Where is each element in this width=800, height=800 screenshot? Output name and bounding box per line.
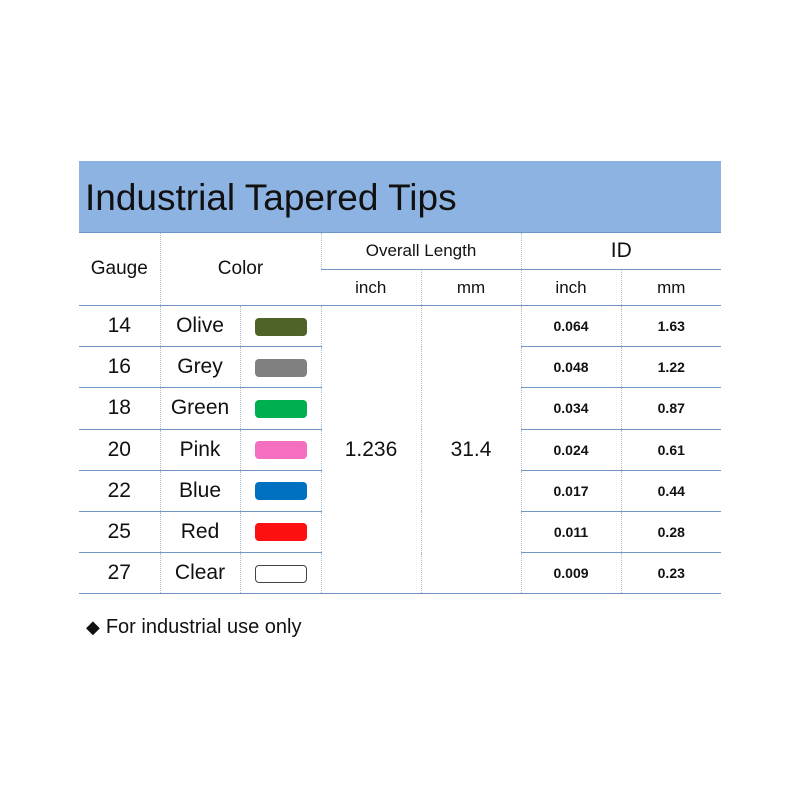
gauge-cell: 18 <box>79 387 160 430</box>
id-inch-cell: 0.024 <box>520 429 622 471</box>
color-swatch <box>254 441 307 460</box>
color-swatch <box>254 523 307 542</box>
color-name-cell: Pink <box>159 429 240 471</box>
color-name-cell: Grey <box>159 346 240 389</box>
color-swatch <box>254 317 307 336</box>
color-name-cell: Olive <box>159 305 240 348</box>
id-inch-cell: 0.011 <box>520 511 622 554</box>
id-mm-cell: 0.87 <box>620 387 722 430</box>
color-name-cell: Green <box>159 387 240 430</box>
page-title: Industrial Tapered Tips <box>79 161 721 233</box>
color-name-cell: Clear <box>159 552 240 595</box>
gauge-cell: 22 <box>79 470 160 512</box>
gauge-cell: 27 <box>79 552 160 595</box>
overall-length-inch-cell: 1.236 <box>320 305 421 595</box>
header-id: ID <box>520 233 722 270</box>
color-swatch <box>254 482 307 501</box>
table-row: 14 Olive 1.236 31.4 0.064 1.63 <box>79 305 722 595</box>
gauge-cell: 16 <box>79 346 160 389</box>
color-swatch-cell <box>239 429 321 471</box>
color-name-cell: Blue <box>159 470 240 512</box>
tips-table: Gauge Color Overall Length ID inch mm in… <box>79 233 722 595</box>
gauge-cell: 20 <box>79 429 160 471</box>
table-row: 22 Blue 0.017 0.44 <box>79 470 722 512</box>
id-mm-cell: 0.28 <box>620 511 722 554</box>
header-length-inch: inch <box>321 269 421 306</box>
id-mm-cell: 0.61 <box>620 429 722 471</box>
table-row: 16 Grey 0.048 1.22 <box>79 346 722 389</box>
color-swatch-cell <box>239 552 321 595</box>
id-mm-cell: 0.23 <box>620 552 722 595</box>
footnote-text: For industrial use only <box>105 616 302 638</box>
id-inch-cell: 0.017 <box>520 470 622 512</box>
id-inch-cell: 0.048 <box>520 346 622 389</box>
table-row: 27 Clear 0.009 0.23 <box>79 552 722 595</box>
spec-sheet: Industrial Tapered Tips Gauge Color Over… <box>79 161 722 595</box>
color-swatch-cell <box>239 511 321 554</box>
overall-length-mm-cell: 31.4 <box>420 305 522 595</box>
table-row: 25 Red 0.011 0.28 <box>79 511 722 554</box>
id-inch-cell: 0.009 <box>520 552 622 595</box>
id-inch-cell: 0.064 <box>520 305 622 348</box>
id-mm-cell: 1.22 <box>620 346 722 389</box>
gauge-cell: 25 <box>79 511 160 554</box>
color-swatch <box>254 358 307 377</box>
header-overall-length: Overall Length <box>320 233 522 270</box>
header-id-mm: mm <box>620 269 722 306</box>
color-swatch-cell <box>239 387 321 430</box>
color-swatch-cell <box>239 346 321 389</box>
color-name-cell: Red <box>159 511 240 554</box>
diamond-bullet-icon: ◆ <box>86 617 100 637</box>
color-swatch-cell <box>239 305 321 348</box>
header-gauge: Gauge <box>79 233 160 306</box>
color-swatch <box>254 399 307 418</box>
header-length-mm: mm <box>420 269 522 306</box>
table-row: 18 Green 0.034 0.87 <box>79 387 722 430</box>
header-id-inch: inch <box>520 269 622 306</box>
color-swatch <box>254 564 307 583</box>
id-mm-cell: 0.44 <box>620 470 722 512</box>
id-mm-cell: 1.63 <box>620 305 722 348</box>
table-row: 20 Pink 0.024 0.61 <box>79 429 722 471</box>
header-color: Color <box>159 233 321 306</box>
id-inch-cell: 0.034 <box>520 387 622 430</box>
footnote: ◆ For industrial use only <box>86 616 302 639</box>
color-swatch-cell <box>239 470 321 512</box>
gauge-cell: 14 <box>79 305 160 348</box>
